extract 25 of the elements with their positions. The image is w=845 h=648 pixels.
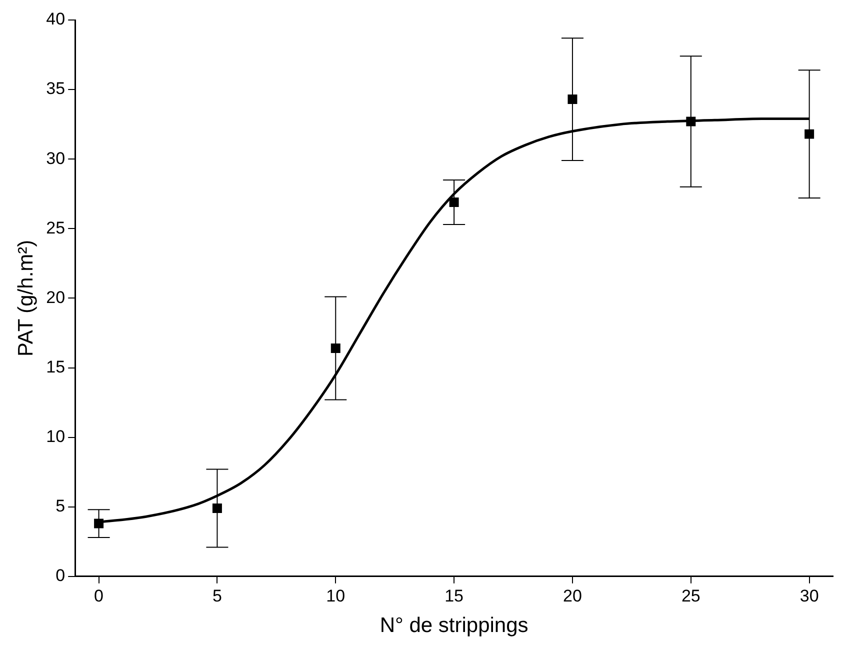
x-tick-label: 30 [800,586,819,606]
point [568,94,578,104]
point [804,129,814,139]
point [94,518,104,528]
point [212,504,222,513]
x-tick-label: 0 [94,586,104,606]
point [686,116,696,126]
y-tick-label: 10 [46,426,66,446]
y-tick-label: 0 [56,566,66,586]
x-tick-label: 25 [681,586,700,606]
x-tick-label: 15 [444,586,464,606]
y-tick-label: 40 [46,10,66,29]
x-axis-title: N° de strippings [380,614,528,638]
x-tick-label: 5 [212,586,222,606]
y-tick-label: 20 [46,288,66,307]
y-tick-label: 5 [56,496,66,516]
x-tick-label: 20 [563,586,582,606]
x-tick-label: 10 [326,586,346,606]
y-tick-label: 25 [46,218,66,238]
point [330,344,340,354]
y-tick-label: 30 [46,148,66,168]
y-tick-label: 35 [46,79,66,98]
y-tick-label: 15 [46,357,66,376]
point [449,197,459,207]
y-axis-title: PAT (g/h.m²) [14,240,38,357]
